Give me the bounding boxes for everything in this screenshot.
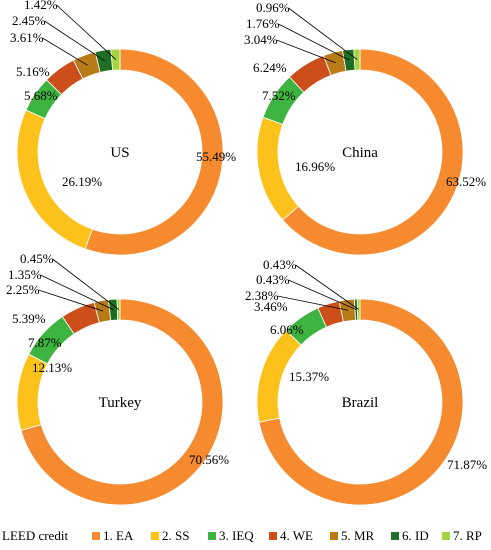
data-label: 7.87% <box>28 335 62 350</box>
leader-line <box>52 258 119 310</box>
slice-ea <box>258 298 464 506</box>
leader-line <box>278 23 350 61</box>
legend-label: 1. EA <box>103 528 134 543</box>
legend-item: 4. WE <box>269 528 313 543</box>
data-label: 55.49% <box>196 149 236 164</box>
legend-swatch <box>92 532 100 540</box>
data-label: 2.25% <box>6 282 40 297</box>
data-label: 15.37% <box>289 369 329 384</box>
data-label: 26.19% <box>62 174 102 189</box>
data-label: 71.87% <box>447 457 487 472</box>
legend-swatch <box>330 532 338 540</box>
leader-line <box>277 295 349 311</box>
data-label: 5.39% <box>12 311 46 326</box>
data-label: 0.96% <box>256 0 290 15</box>
center-label: Turkey <box>99 395 142 411</box>
slice-ea <box>282 48 464 256</box>
legend-title: LEED credit <box>2 528 68 543</box>
data-label: 6.06% <box>270 322 304 337</box>
data-label: 0.43% <box>263 257 297 272</box>
leader-line <box>42 37 88 66</box>
legend-item: 6. ID <box>391 528 429 543</box>
data-label: 6.24% <box>253 60 287 75</box>
data-label: 12.13% <box>32 360 72 375</box>
leader-line <box>276 39 336 64</box>
center-label: China <box>342 145 378 161</box>
leader-line <box>44 20 105 62</box>
center-label: Brazil <box>342 395 379 411</box>
legend-label: 5. MR <box>341 528 375 543</box>
donut-brazil: Brazil71.87%15.37%6.06%3.46%2.38%0.43%0.… <box>245 257 487 506</box>
legend-item: 2. SS <box>151 528 189 543</box>
leader-line <box>288 279 357 310</box>
donut-china: China 63.52% 16.96% 7.52% 6.24% 3.04%1.76%0.9… <box>244 0 486 256</box>
legend-swatch <box>269 532 277 540</box>
legend: LEED credit 1. EA 2. SS 3. IEQ 4. WE 5. MR 6. … <box>2 528 482 543</box>
legend-label: 2. SS <box>162 528 189 543</box>
data-label: 3.46% <box>254 299 288 314</box>
legend-item: 3. IEQ <box>208 528 254 543</box>
legend-label: 4. WE <box>280 528 313 543</box>
leader-line <box>40 274 114 311</box>
legend-swatch <box>391 532 399 540</box>
legend-item: 7. RP <box>442 528 482 543</box>
data-label: 7.52% <box>262 88 296 103</box>
data-label: 5.16% <box>16 64 50 79</box>
legend-swatch <box>151 532 159 540</box>
legend-label: 3. IEQ <box>219 528 254 543</box>
charts-layer: US 55.49% 26.19% 5.68% 5.16% 3.61% 2.45%1.42% C… <box>6 0 487 506</box>
data-label: 16.96% <box>295 159 335 174</box>
slice-ea <box>20 298 224 506</box>
leader-line <box>295 264 359 310</box>
data-label: 2.45% <box>12 13 46 28</box>
data-label: 3.04% <box>244 32 278 47</box>
data-label: 0.43% <box>256 272 290 287</box>
legend-item: 1. EA <box>92 528 134 543</box>
legend-swatch <box>442 532 450 540</box>
legend-label: 7. RP <box>453 528 482 543</box>
data-label: 63.52% <box>446 174 486 189</box>
legend-label: 6. ID <box>402 528 429 543</box>
slice-ss <box>256 116 299 221</box>
data-label: 5.68% <box>24 88 58 103</box>
data-label: 3.61% <box>10 30 44 45</box>
data-label: 2.38% <box>245 288 279 303</box>
legend-swatch <box>208 532 216 540</box>
center-label: US <box>110 145 129 161</box>
data-label: 0.45% <box>20 251 54 266</box>
data-label: 70.56% <box>189 452 229 467</box>
leader-line <box>288 7 358 60</box>
donut-turkey: Turkey 70.56% 12.13% 7.87% 5.39% 2.25%1.35%0.… <box>6 251 229 506</box>
legend-item: 5. MR <box>330 528 375 543</box>
data-label: 1.76% <box>246 16 280 31</box>
data-label: 1.42% <box>24 0 58 12</box>
data-label: 1.35% <box>8 267 42 282</box>
donut-us: US 55.49% 26.19% 5.68% 5.16% 3.61% 2.45%1.42% <box>10 0 236 256</box>
slice-ea <box>84 48 224 256</box>
leader-line <box>56 4 117 60</box>
leader-line <box>38 289 104 312</box>
